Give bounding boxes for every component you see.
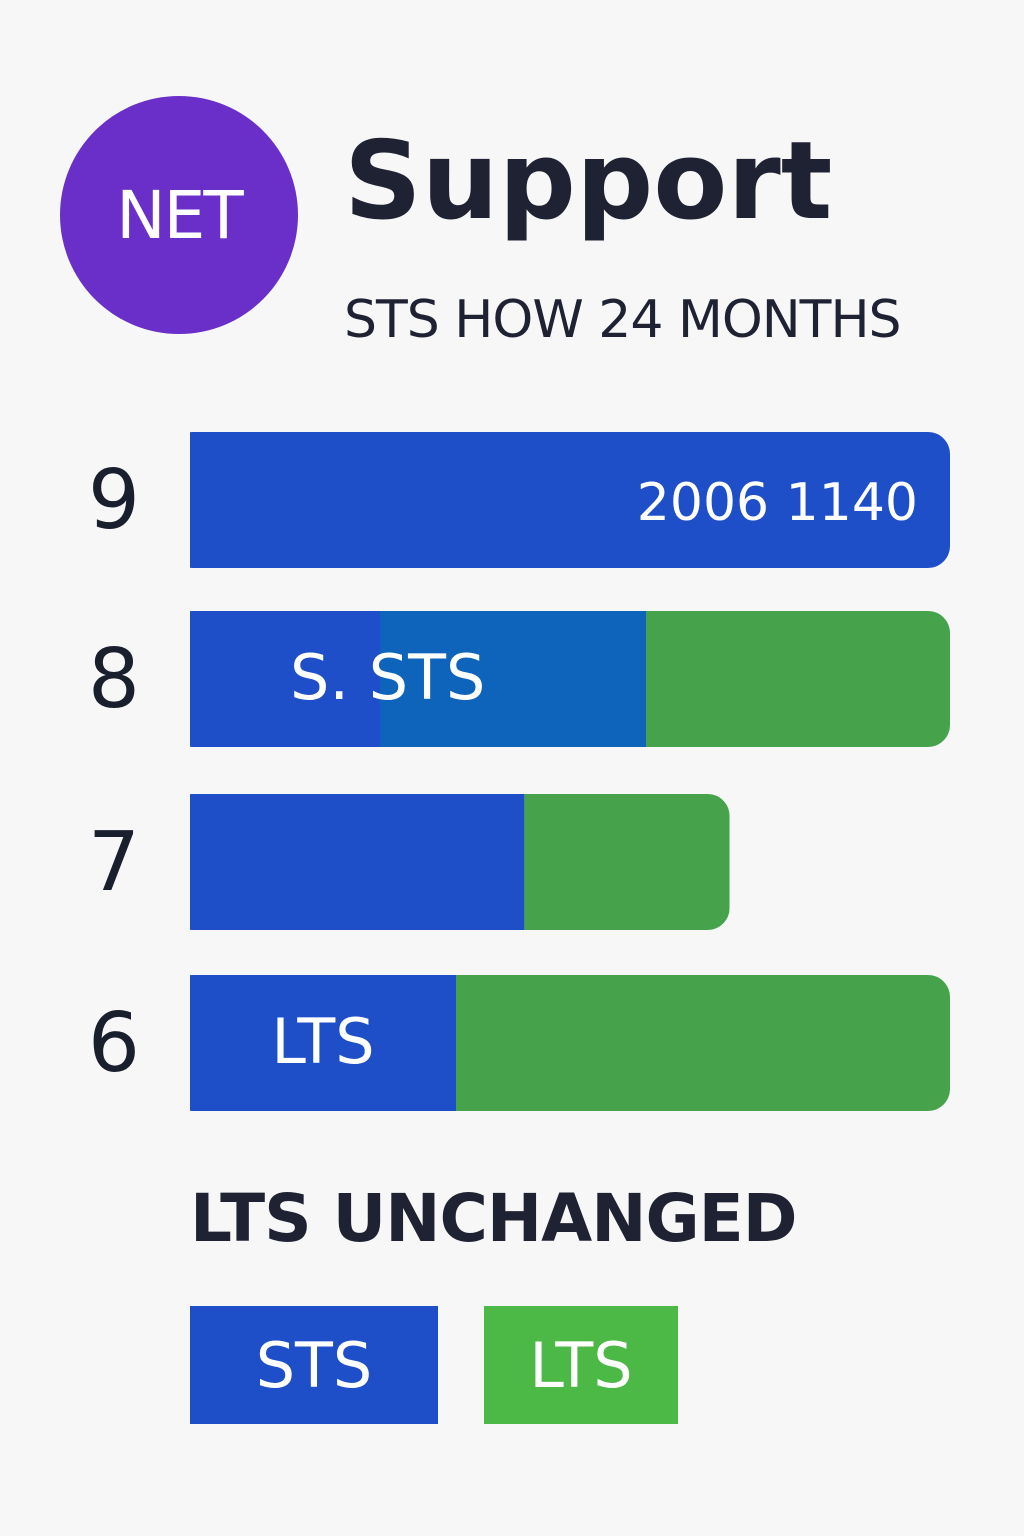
- bar-lts-7: [524, 794, 730, 930]
- bar-label-6: LTS: [271, 1005, 374, 1078]
- legend-lts: LTS: [484, 1306, 678, 1424]
- bar-label-8: S. STS: [290, 641, 485, 714]
- category-label-9: 9: [88, 453, 140, 548]
- bar-lts-8: [646, 611, 950, 747]
- bar-overlap-8: [380, 611, 646, 747]
- support-bar-chart: 9 2006 1140 8 S. STS 7 6 LTS: [88, 432, 950, 1111]
- net-logo: NET: [60, 96, 298, 334]
- logo-text: NET: [116, 176, 243, 254]
- category-label-8: 8: [88, 632, 140, 727]
- bar-lts-6: [456, 975, 950, 1111]
- bar-sts-7: [190, 794, 525, 930]
- legend-sts: STS: [190, 1306, 438, 1424]
- page-title: Support: [344, 119, 833, 244]
- bar-label-9: 2006 1140: [637, 473, 918, 533]
- bar-sts-9: [190, 432, 950, 568]
- legend-lts-label: LTS: [529, 1328, 633, 1402]
- lts-unchanged-note: LTS UNCHANGED: [190, 1180, 798, 1257]
- category-label-6: 6: [88, 996, 140, 1091]
- page-subtitle: STS HOW 24 MONTHS: [344, 290, 902, 350]
- bar-sts-6: [190, 975, 456, 1111]
- category-label-7: 7: [88, 815, 140, 910]
- legend-sts-label: STS: [255, 1328, 373, 1402]
